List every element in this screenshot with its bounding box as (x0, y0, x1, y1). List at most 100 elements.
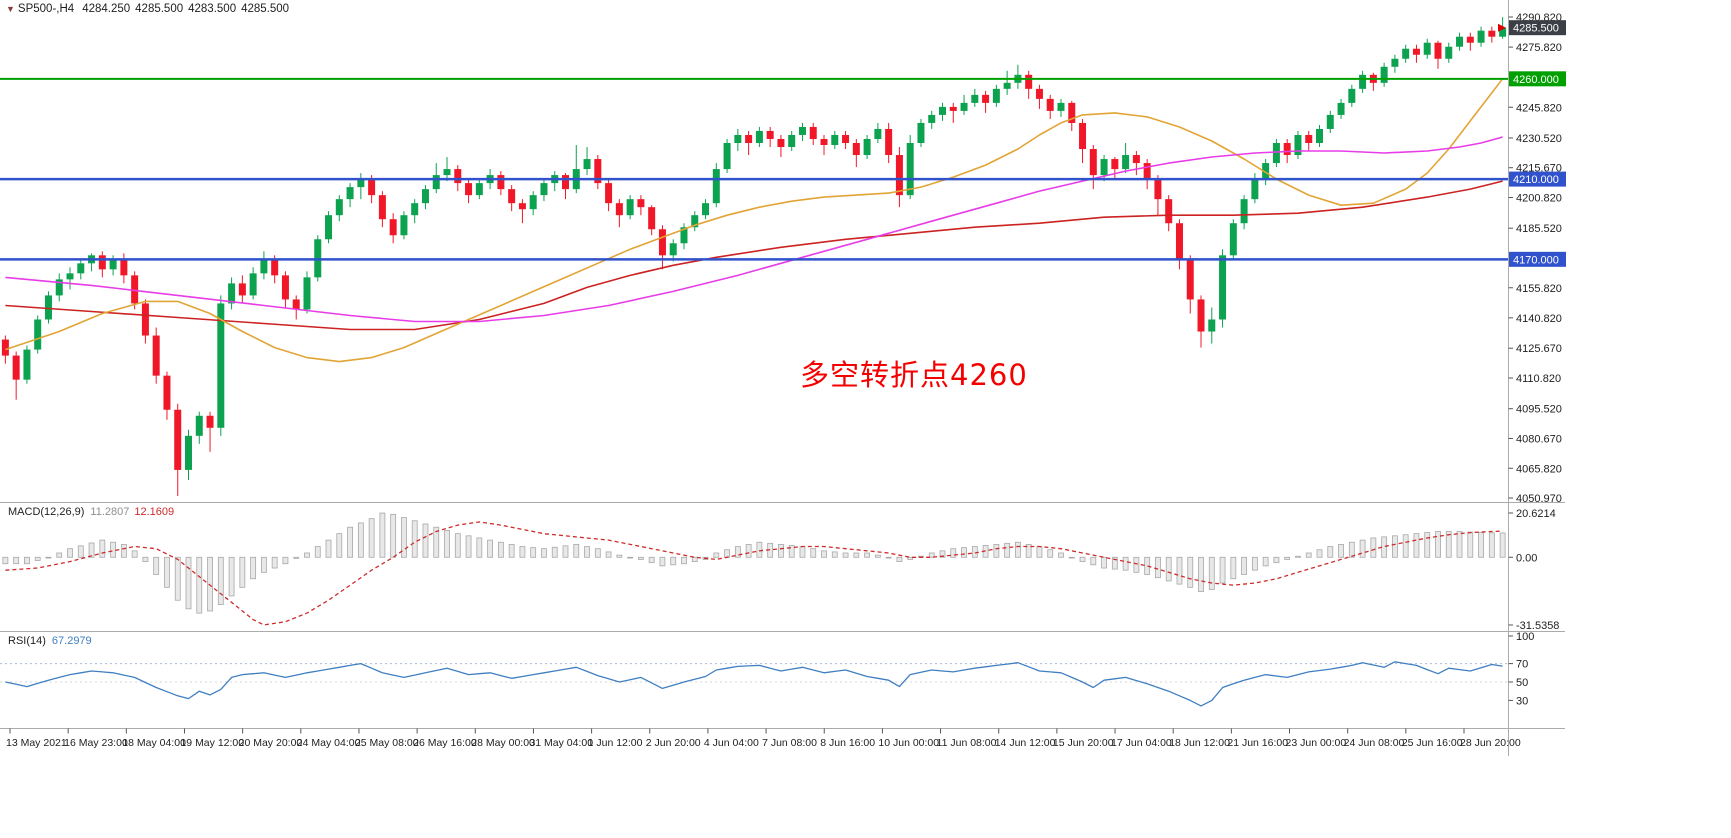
macd-bar (1262, 556, 1269, 567)
annotation-text[interactable]: 多空转折点4260 (800, 358, 1028, 392)
candle-body (1089, 149, 1097, 176)
macd-bar (120, 543, 127, 558)
candle-body (1456, 36, 1464, 47)
candle-body (1111, 159, 1119, 170)
candle-body (766, 130, 774, 139)
candle-body (228, 283, 236, 304)
macd-bar (648, 556, 655, 564)
candle-body (1326, 114, 1334, 129)
price-axis-label: 4140.820 (1516, 313, 1562, 325)
ohlc-close: 4285.500 (241, 3, 290, 15)
candle-body (1, 339, 9, 356)
candle-body (454, 169, 462, 184)
candle-body (23, 349, 31, 380)
candle-body (745, 134, 753, 143)
candle-body (777, 138, 785, 148)
time-axis-label: 28 May 00:00 (471, 737, 535, 749)
time-axis-label: 2 Jun 20:00 (646, 737, 701, 749)
candle-body (1175, 223, 1183, 260)
macd-bar (1488, 532, 1495, 558)
macd-bar (293, 556, 300, 559)
candle-body (906, 142, 914, 196)
time-axis-label: 19 May 12:00 (180, 737, 244, 749)
macd-bar (1025, 543, 1032, 558)
macd-bar (1155, 556, 1161, 579)
candle-body (960, 102, 968, 111)
macd-bar (659, 556, 666, 567)
price-badge-hline-blue: 4170.000 (1509, 251, 1566, 267)
macd-bar (1478, 532, 1484, 558)
price-badge-text: 4210.000 (1513, 174, 1559, 186)
price-axis-label: 4080.670 (1516, 433, 1562, 445)
macd-bar (691, 556, 698, 562)
rsi-axis-label: 30 (1516, 695, 1528, 707)
macd-bar (1144, 556, 1151, 575)
macd-bar (1047, 549, 1054, 558)
candle-body (1499, 27, 1507, 37)
candle-body (949, 106, 957, 111)
macd-bar (1359, 539, 1366, 558)
candle-body (594, 159, 602, 184)
macd-bar (1295, 555, 1301, 558)
candle-body (874, 128, 882, 139)
candle-body (1154, 179, 1162, 200)
candle-body (1046, 98, 1054, 111)
time-axis-label: 31 May 04:00 (529, 737, 593, 749)
macd-bar (304, 552, 310, 558)
macd-bar (519, 546, 526, 558)
macd-bar (1467, 531, 1474, 558)
macd-bar (1305, 552, 1312, 558)
macd-bar (325, 539, 332, 558)
macd-bar (487, 539, 494, 558)
candle-body (34, 319, 42, 350)
candle-body (66, 273, 74, 280)
candle-body (12, 355, 20, 380)
macd-bar (993, 543, 1000, 558)
candle-body (1057, 102, 1065, 111)
macd-bar (799, 546, 806, 558)
candle-body (1348, 88, 1356, 103)
macd-bar (885, 556, 892, 559)
macd-signal-value: 12.1609 (134, 506, 175, 518)
macd-bar (1208, 556, 1215, 590)
macd-bar (131, 550, 138, 558)
rsi-name: RSI(14) (8, 635, 46, 647)
candle-body (971, 94, 979, 103)
macd-bar (594, 548, 601, 558)
candle-body (335, 199, 343, 216)
price-axis-label: 4200.820 (1516, 193, 1562, 205)
time-axis-label: 8 Jun 16:00 (820, 737, 875, 749)
candle-body (141, 303, 149, 336)
macd-bar (1273, 556, 1280, 564)
macd-bar (444, 530, 450, 558)
candle-body (917, 122, 925, 143)
candle-body (1229, 223, 1237, 256)
current-price-arrow (1498, 23, 1506, 32)
macd-bar (260, 556, 267, 573)
macd-bar (821, 550, 827, 558)
candle-body (702, 203, 710, 216)
time-axis-label: 11 Jun 08:00 (937, 737, 997, 749)
time-axis-label: 24 Jun 08:00 (1344, 737, 1405, 749)
candle-body (131, 275, 139, 304)
candle-body (1003, 82, 1011, 89)
macd-axis-label: 20.6214 (1516, 508, 1556, 520)
candle-body (1240, 199, 1248, 224)
chart-canvas[interactable]: 4290.8204275.8204245.8204230.5204215.670… (0, 0, 1731, 760)
macd-bar (153, 556, 160, 575)
macd-bar (853, 552, 860, 558)
candle-body (1488, 30, 1496, 37)
macd-bar (185, 556, 192, 610)
macd-bar (756, 541, 763, 558)
price-badge-text: 4285.500 (1513, 23, 1559, 35)
candle-body (1068, 102, 1076, 123)
macd-bar (508, 543, 515, 558)
candle-body (831, 134, 839, 146)
time-axis-label: 26 May 16:00 (413, 737, 477, 749)
macd-bar (907, 556, 914, 560)
macd-bar (1090, 556, 1097, 566)
macd-bar (1251, 556, 1258, 571)
candle-body (863, 138, 871, 156)
macd-bar (1348, 541, 1355, 558)
